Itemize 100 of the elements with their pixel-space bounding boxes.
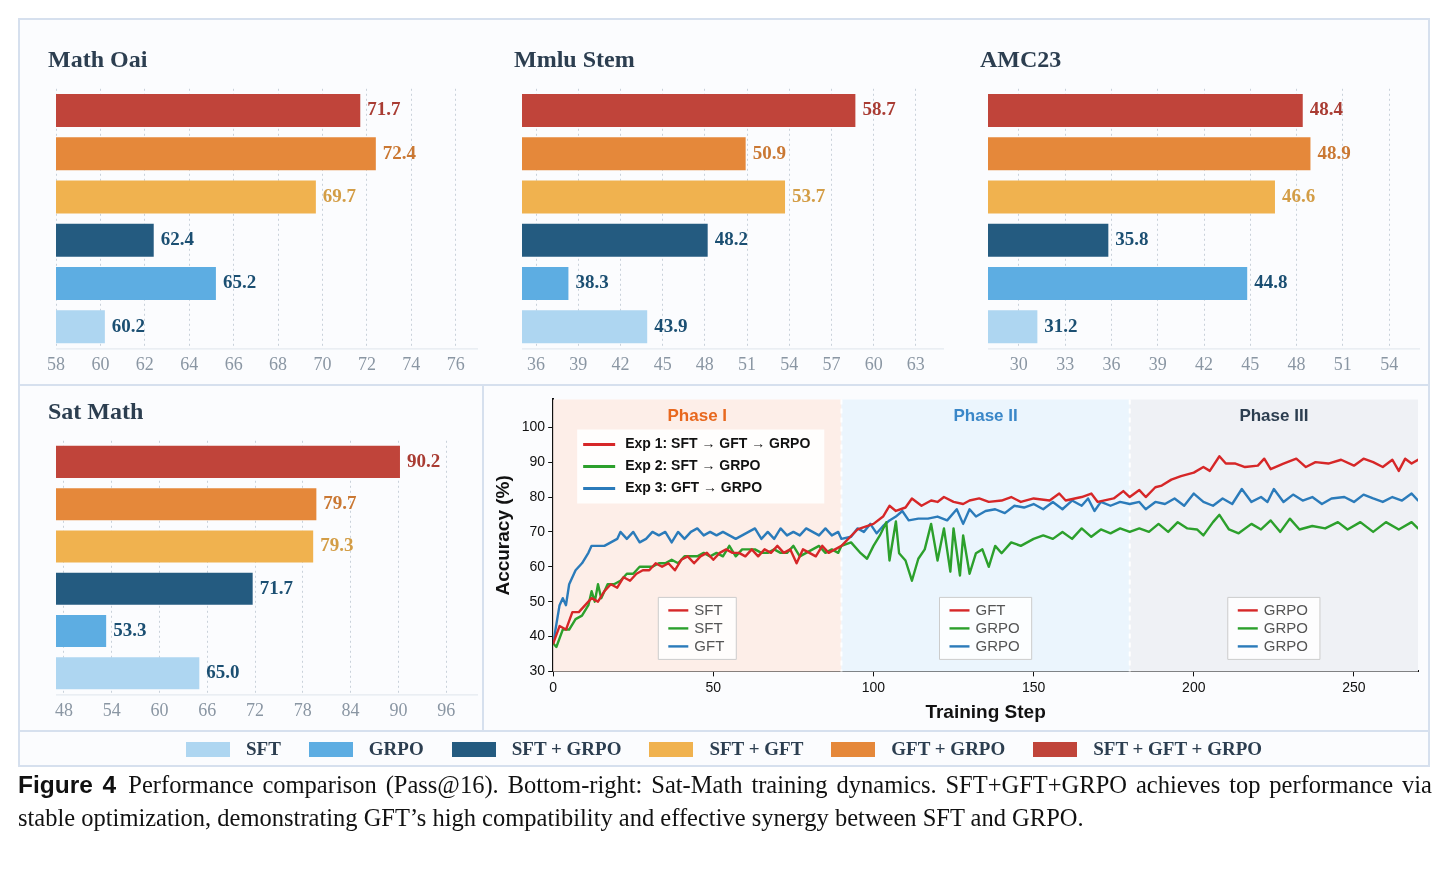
x-tick-label: 66 (224, 353, 243, 374)
data-label: 31.2 (1044, 314, 1078, 336)
data-label: 71.7 (367, 98, 402, 120)
chart-title: Mmlu Stem (514, 45, 635, 72)
x-axis-title: Training Step (925, 700, 1046, 722)
x-tick-label: 48 (54, 699, 73, 720)
x-tick-label: 96 (437, 699, 456, 720)
data-label: 79.3 (320, 534, 354, 556)
legend-label: Exp 3: GFT → GRPO (625, 479, 763, 496)
x-tick-label: 78 (293, 699, 312, 720)
x-tick-label: 250 (1342, 678, 1366, 695)
data-label: 79.7 (323, 492, 358, 514)
data-label: 62.4 (160, 228, 195, 250)
x-tick-label: 42 (611, 353, 630, 374)
y-tick-label: 30 (529, 662, 546, 679)
x-tick-label: 45 (653, 353, 672, 374)
annotation: GRPO (1263, 600, 1308, 618)
legend-label: SFT (245, 738, 281, 760)
data-label: 60.2 (111, 314, 146, 336)
x-tick-label: 60 (91, 353, 110, 374)
y-tick-label: 40 (529, 627, 546, 644)
x-tick-label: 45 (1241, 353, 1260, 374)
x-tick-label: 0 (549, 678, 558, 695)
data-label: 72.4 (382, 141, 417, 163)
annotation: GRPO (1263, 636, 1308, 654)
x-tick-label: 200 (1182, 678, 1206, 695)
data-label: 58.7 (862, 98, 897, 120)
x-tick-label: 39 (569, 353, 588, 374)
x-tick-label: 51 (1333, 353, 1352, 374)
x-tick-label: 90 (389, 699, 408, 720)
x-tick-label: 63 (906, 353, 925, 374)
x-tick-label: 57 (822, 353, 841, 374)
x-tick-label: 54 (780, 353, 799, 374)
x-tick-label: 72 (357, 353, 376, 374)
annotation: GFT (975, 600, 1006, 618)
y-tick-label: 70 (529, 522, 546, 539)
y-tick-label: 50 (529, 592, 546, 609)
x-tick-label: 48 (1287, 353, 1306, 374)
legend-label: SFT + GRPO (511, 738, 622, 760)
data-label: 53.7 (792, 184, 826, 206)
x-tick-label: 64 (180, 353, 199, 374)
data-label: 69.7 (322, 184, 357, 206)
legend-label: Exp 1: SFT → GFT → GRPO (625, 435, 811, 452)
band-label: Phase I (667, 405, 728, 425)
x-tick-label: 54 (1380, 353, 1399, 374)
annotation: GFT (694, 636, 725, 654)
data-label: 43.9 (654, 314, 688, 336)
band-label: Phase III (1239, 405, 1309, 425)
chart-title: AMC23 (980, 45, 1062, 72)
data-label: 50.9 (752, 141, 786, 163)
annotation: SFT (694, 618, 723, 636)
annotation: SFT (694, 600, 723, 618)
x-tick-label: 70 (313, 353, 332, 374)
x-tick-label: 30 (1009, 353, 1028, 374)
x-tick-label: 76 (446, 353, 465, 374)
data-label: 48.4 (1309, 98, 1344, 120)
x-tick-label: 36 (1102, 353, 1121, 374)
annotation: GRPO (975, 618, 1020, 636)
data-label: 48.2 (714, 228, 748, 250)
data-label: 48.9 (1317, 141, 1351, 163)
data-label: 65.2 (222, 271, 257, 293)
legend-label: GRPO (368, 738, 424, 760)
x-tick-label: 60 (864, 353, 883, 374)
annotation: GRPO (975, 636, 1020, 654)
legend-label: SFT + GFT (709, 738, 804, 760)
x-tick-label: 62 (135, 353, 154, 374)
legend-label: SFT + GFT + GRPO (1093, 738, 1263, 760)
annotation: GRPO (1263, 618, 1308, 636)
caption: Figure 4 Performance comparison (Pass@16). Bottom-right: Sat-Math training dynamics. SFT+GFT+GRPO achieves top performance via stable optimization, demonstrating GFT’s high compatibility and effective synergy between SFT and GRPO. (18, 770, 1432, 833)
x-tick-label: 54 (102, 699, 121, 720)
x-tick-label: 39 (1148, 353, 1167, 374)
x-tick-label: 60 (150, 699, 169, 720)
y-tick-label: 100 (521, 418, 546, 435)
legend-label: Exp 2: SFT → GRPO (625, 457, 761, 474)
chart-title: Math Oai (48, 45, 148, 72)
chart-title: Sat Math (48, 397, 144, 424)
y-tick-label: 90 (529, 453, 546, 470)
data-label: 46.6 (1281, 184, 1316, 206)
x-tick-label: 42 (1195, 353, 1213, 374)
y-tick-label: 60 (529, 557, 546, 574)
x-tick-label: 50 (705, 678, 722, 695)
x-tick-label: 33 (1056, 353, 1075, 374)
data-label: 53.3 (113, 618, 147, 640)
data-label: 38.3 (575, 271, 609, 293)
x-tick-label: 84 (341, 699, 360, 720)
x-tick-label: 51 (738, 353, 757, 374)
x-tick-label: 100 (861, 678, 886, 695)
x-tick-label: 66 (198, 699, 217, 720)
y-tick-label: 80 (529, 487, 546, 504)
data-label: 90.2 (406, 449, 441, 471)
x-tick-label: 36 (527, 353, 546, 374)
band-label: Phase II (953, 405, 1018, 425)
y-axis-title: Accuracy (%) (491, 475, 513, 596)
legend-label: GFT + GRPO (891, 738, 1006, 760)
data-label: 44.8 (1254, 271, 1288, 293)
x-tick-label: 150 (1021, 678, 1046, 695)
x-tick-label: 74 (402, 353, 421, 374)
x-tick-label: 72 (246, 699, 265, 720)
data-label: 65.0 (206, 661, 240, 683)
x-tick-label: 68 (269, 353, 288, 374)
